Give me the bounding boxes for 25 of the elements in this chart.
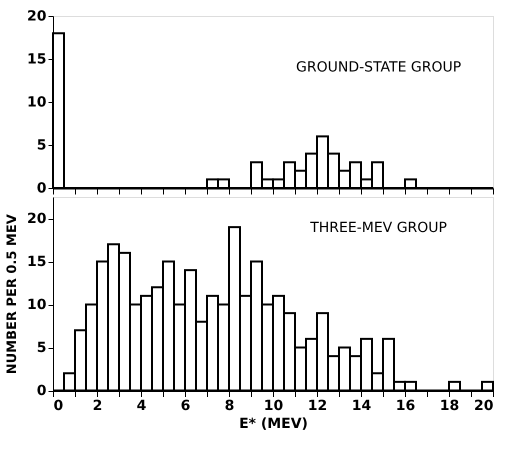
x-tick-label: 0 (54, 398, 64, 414)
y-tick-label: 20 (27, 211, 47, 227)
x-tick-label: 2 (92, 398, 102, 414)
annotation: GROUND-STATE GROUP (296, 60, 462, 76)
x-tick-label: 12 (308, 398, 328, 414)
y-tick-label: 15 (27, 254, 46, 270)
x-tick-label: 10 (264, 398, 284, 414)
y-tick-label: 0 (36, 383, 47, 399)
y-tick-label: 10 (27, 297, 47, 313)
y-tick-label: 5 (36, 138, 46, 154)
y-tick-label: 15 (27, 52, 46, 68)
annotation: THREE-MEV GROUP (309, 220, 447, 236)
y-tick-label: 5 (36, 340, 46, 356)
y-tick-label: 20 (27, 8, 47, 24)
y-tick-label: 10 (27, 94, 47, 110)
x-tick-label: 14 (352, 398, 372, 414)
x-tick-label: 18 (440, 398, 460, 414)
x-tick-label: 8 (224, 398, 234, 414)
y-tick-label: 0 (36, 180, 47, 196)
y-axis-title: NUMBER PER 0.5 MEV (5, 214, 20, 374)
x-axis-title: E* (MEV) (239, 416, 308, 432)
x-tick-label: 6 (180, 398, 190, 414)
x-tick-label: 16 (396, 398, 416, 414)
x-tick-label: 20 (474, 398, 494, 414)
x-tick-label: 4 (136, 398, 147, 414)
